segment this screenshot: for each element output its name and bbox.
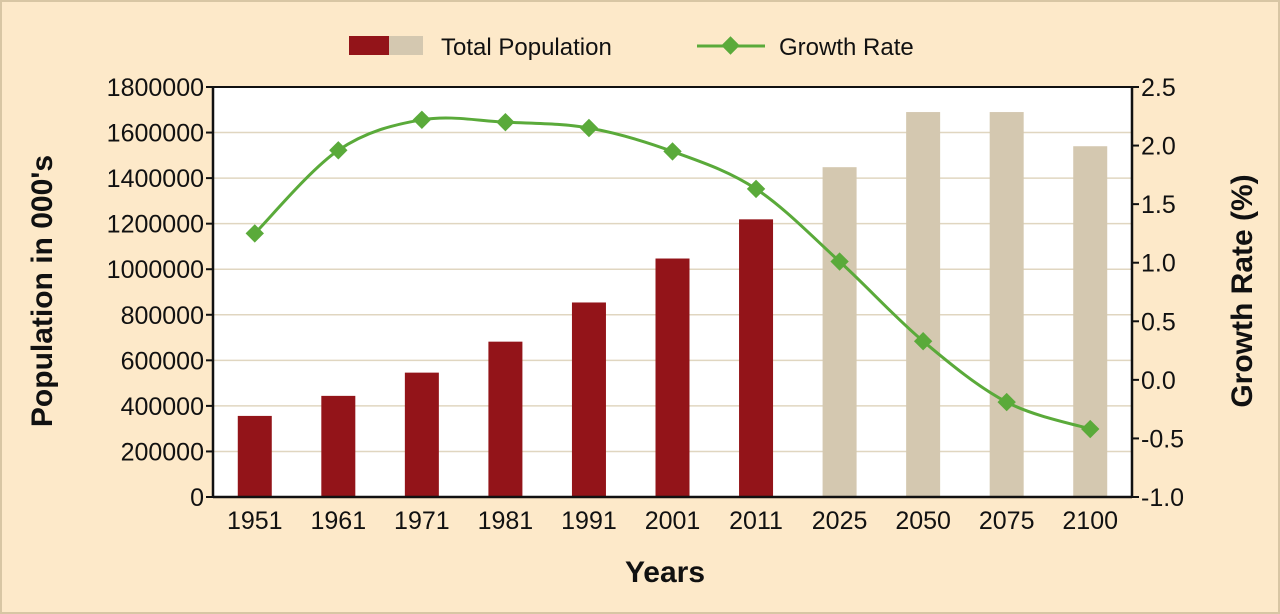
bar-1991 — [571, 302, 606, 497]
growth-point-2011 — [746, 179, 766, 199]
y2-tick-label: 1.0 — [1141, 250, 1176, 278]
y-tick-label: 800000 — [121, 302, 204, 330]
y2-tick-label: -1.0 — [1141, 484, 1184, 512]
bar-2001 — [655, 258, 690, 497]
y2-axis-title: Growth Rate (%) — [1226, 174, 1259, 407]
growth-point-1981 — [496, 112, 515, 132]
x-tick-label: 1991 — [561, 507, 617, 535]
growth-point-2100 — [1081, 419, 1100, 439]
y2-tick-label: 0.5 — [1141, 308, 1176, 336]
legend-swatch-projected — [389, 36, 423, 55]
x-axis-title: Years — [625, 556, 705, 589]
y-tick-label: 600000 — [121, 347, 204, 375]
growth-point-1991 — [579, 118, 599, 138]
growth-point-2075 — [997, 392, 1016, 412]
bar-1951 — [237, 415, 272, 497]
growth-point-1971 — [412, 110, 432, 129]
bar-1971 — [404, 372, 439, 497]
x-tick-label: 2011 — [729, 507, 783, 535]
x-tick-label: 2050 — [895, 507, 951, 535]
bar-2100 — [1073, 146, 1108, 497]
y2-tick-label: 2.0 — [1141, 133, 1176, 161]
x-tick-label: 2001 — [645, 507, 701, 535]
y2-tick-label: 2.5 — [1141, 74, 1176, 102]
y2-tick-label: 0.0 — [1141, 367, 1176, 395]
x-tick-label: 2025 — [812, 507, 868, 535]
x-tick-label: 2100 — [1062, 507, 1118, 535]
legend-label-population: Total Population — [441, 34, 612, 61]
y-tick-label: 400000 — [121, 393, 204, 421]
y-tick-label: 1000000 — [107, 256, 204, 284]
y-tick-label: 1200000 — [107, 211, 204, 239]
y-tick-label: 0 — [190, 484, 204, 512]
y-tick-label: 1800000 — [107, 74, 204, 102]
bar-2050 — [906, 112, 941, 498]
growth-point-1961 — [329, 141, 348, 160]
legend: Total Population Growth Rate — [349, 34, 914, 61]
bar-2075 — [989, 112, 1024, 498]
growth-point-2050 — [913, 332, 933, 351]
x-tick-label: 1971 — [394, 507, 450, 535]
y-tick-label: 1600000 — [107, 120, 204, 148]
y-tick-label: 1400000 — [107, 165, 204, 193]
y-axis-title: Population in 000's — [26, 155, 59, 427]
bar-1981 — [488, 341, 523, 497]
growth-point-2001 — [663, 142, 682, 161]
bar-1961 — [321, 395, 356, 497]
x-tick-label: 1981 — [478, 507, 534, 535]
x-tick-label: 1961 — [311, 507, 367, 535]
bar-2025 — [822, 167, 857, 497]
legend-label-growth: Growth Rate — [779, 34, 914, 61]
y2-tick-label: 1.5 — [1141, 191, 1176, 219]
bar-2011 — [739, 219, 774, 498]
legend-marker — [721, 36, 740, 55]
y-tick-label: 200000 — [121, 438, 204, 466]
x-tick-label: 2075 — [979, 507, 1035, 535]
legend-swatch-actual — [349, 36, 389, 55]
y2-tick-label: -0.5 — [1141, 425, 1184, 453]
x-tick-label: 1951 — [227, 507, 283, 535]
